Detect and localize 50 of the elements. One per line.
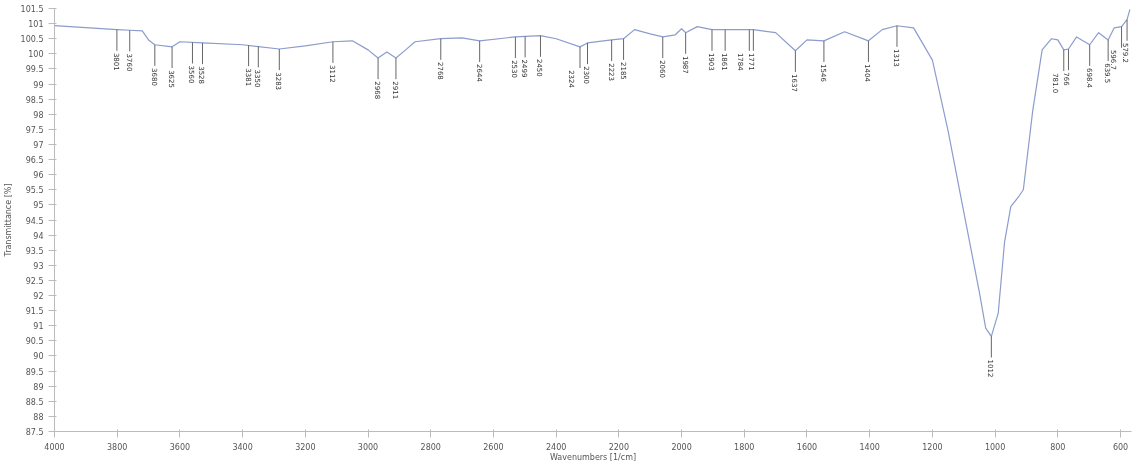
x-tick-label: 3200: [295, 442, 316, 452]
x-tick-label: 2000: [671, 442, 692, 452]
x-axis-title: Wavenumbers [1/cm]: [549, 452, 637, 462]
y-tick-label: 94: [33, 231, 44, 241]
y-tick-label: 91.5: [25, 307, 44, 317]
y-tick-label: 99: [33, 80, 44, 90]
x-tick-label: 2800: [420, 442, 441, 452]
y-tick-label: 96: [33, 171, 44, 181]
y-tick-label: 93: [33, 261, 44, 271]
y-tick-label: 87.5: [25, 428, 44, 437]
x-tick-label: 3000: [357, 442, 379, 452]
x-tick-label: 1000: [984, 442, 1006, 452]
x-tick-label: 3600: [169, 442, 191, 452]
y-tick-label: 95: [33, 201, 44, 211]
x-tick-label: 1800: [734, 442, 755, 452]
x-tick-label: 1400: [859, 442, 880, 452]
y-tick-label: 89.5: [25, 367, 44, 377]
y-tick-label: 91: [33, 322, 44, 332]
y-tick-label: 92: [33, 292, 44, 302]
y-tick-label: 99.5: [25, 65, 44, 75]
y-tick-label: 101.5: [20, 5, 44, 14]
x-tick-label: 2600: [483, 442, 504, 452]
y-tick-label: 98: [33, 110, 44, 120]
x-tick-label: 3800: [107, 442, 128, 452]
y-tick-label: 95.5: [25, 186, 44, 196]
y-tick-label: 89: [33, 382, 44, 392]
y-tick-label: 96.5: [25, 156, 44, 166]
x-tick-label: 600: [1112, 442, 1129, 452]
y-tick-label: 97: [33, 140, 44, 150]
y-tick-label: 97.5: [25, 125, 44, 135]
x-tick-label: 800: [1050, 442, 1066, 452]
x-tick-label: 1600: [796, 442, 818, 452]
x-tick-label: 4000: [44, 442, 65, 452]
y-tick-label: 92.5: [25, 276, 44, 286]
x-tick-label: 1200: [922, 442, 943, 452]
y-tick-label: 101: [28, 20, 44, 30]
y-tick-label: 90: [33, 352, 44, 362]
y-tick-label: 100.5: [20, 35, 44, 45]
y-tick-label: 88: [33, 412, 44, 422]
y-tick-label: 100: [28, 50, 44, 60]
x-tick-label: 2400: [545, 442, 567, 452]
y-tick-label: 93.5: [25, 246, 44, 256]
y-axis-title: Transmittance [%]: [3, 183, 13, 258]
x-tick-label: 2200: [608, 442, 630, 452]
y-tick-label: 90.5: [25, 337, 44, 347]
x-tick-label: 3400: [232, 442, 253, 452]
y-tick-label: 98.5: [25, 95, 44, 105]
y-tick-label: 88.5: [25, 397, 44, 407]
y-tick-label: 94.5: [25, 216, 44, 226]
line-series: [54, 8, 1131, 337]
